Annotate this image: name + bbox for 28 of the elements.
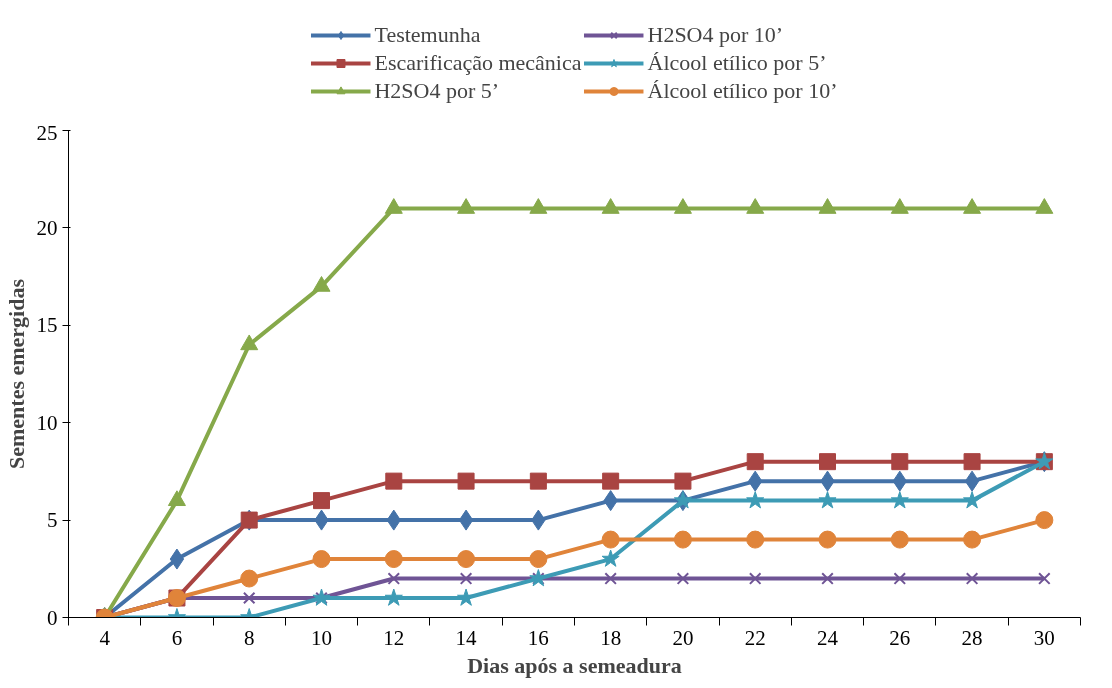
x-tick-label: 16 bbox=[527, 625, 549, 650]
x-axis-title: Dias após a semeadura bbox=[467, 652, 682, 678]
legend-label: Álcool etílico por 5’ bbox=[647, 49, 827, 76]
x-tick-label: 14 bbox=[455, 625, 478, 650]
y-tick-label: 20 bbox=[36, 215, 58, 240]
y-tick-label: 5 bbox=[47, 508, 58, 533]
x-tick-label: 18 bbox=[600, 625, 622, 650]
x-tick-label: 12 bbox=[383, 625, 405, 650]
x-tick-label: 6 bbox=[171, 625, 183, 650]
x-tick-label: 30 bbox=[1033, 625, 1055, 650]
x-tick-label: 8 bbox=[243, 625, 255, 650]
legend-label: Testemunha bbox=[374, 21, 481, 48]
y-axis-title: Sementes emergidas bbox=[3, 278, 29, 469]
x-tick-label: 26 bbox=[889, 625, 911, 650]
y-tick-label: 15 bbox=[36, 313, 58, 338]
x-tick-label: 24 bbox=[817, 625, 839, 650]
legend-label: Escarificação mecânica bbox=[374, 49, 582, 76]
x-tick-label: 22 bbox=[744, 625, 766, 650]
legend-label: Álcool etílico por 10’ bbox=[647, 77, 838, 104]
x-tick-label: 4 bbox=[99, 625, 111, 650]
y-tick-label: 10 bbox=[36, 410, 58, 435]
x-tick-label: 10 bbox=[311, 625, 332, 650]
y-tick-label: 0 bbox=[47, 605, 58, 630]
x-tick-label: 20 bbox=[672, 625, 694, 650]
y-tick-label: 25 bbox=[36, 120, 58, 145]
legend-label: H2SO4 por 5’ bbox=[374, 77, 500, 104]
x-tick-label: 28 bbox=[961, 625, 983, 650]
legend-label: H2SO4 por 10’ bbox=[647, 21, 784, 48]
